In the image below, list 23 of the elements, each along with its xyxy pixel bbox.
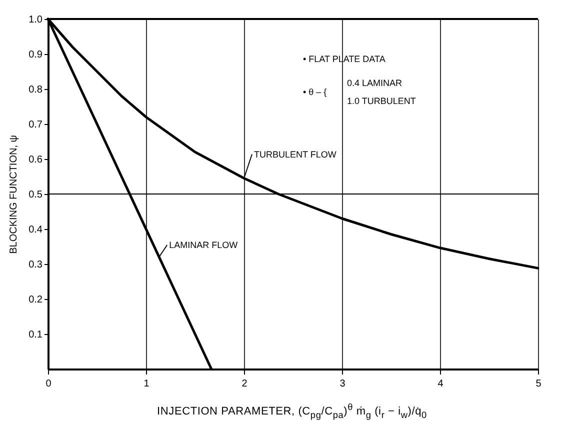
x-tick-label: 1 (144, 378, 150, 390)
text: INJECTION PARAMETER, (C$_{pg}$/C$_{pa}$)$^{θ}$ ṁ$_{g}$ (i$_{r}$ − i$_{w}$)/q̇$_{0}$ (157, 402, 427, 420)
text: TURBULENT FLOW (254, 149, 337, 160)
x-tick-label: 2 (242, 378, 248, 390)
y-tick-label: 0.2 (28, 294, 43, 306)
x-tick-label: 3 (340, 378, 346, 390)
y-axis-title: BLOCKING FUNCTION, ψ (8, 135, 20, 254)
y-tick-label: 1.0 (28, 14, 43, 26)
y-tick-label: 0.8 (28, 84, 43, 96)
legend-label: LAMINAR FLOW (169, 240, 238, 250)
y-tick-label: 0.4 (28, 224, 43, 236)
y-tick-label: 0.6 (28, 154, 43, 166)
y-tick-label: 0.5 (28, 190, 43, 200)
y-tick-label: 0.7 (28, 120, 43, 130)
y-tick-label: 0.1 (28, 330, 43, 340)
y-tick-label: 0.3 (28, 260, 43, 270)
x-tick-label: 4 (438, 378, 444, 390)
annotation: 1.0 TURBULENT (347, 96, 416, 106)
annotation: 0.4 LAMINAR (347, 78, 403, 88)
x-tick-label: 0 (46, 378, 52, 390)
y-tick-label: 0.9 (28, 50, 43, 60)
x-tick-label: 5 (536, 378, 542, 390)
annotation: • θ – { (303, 87, 327, 97)
